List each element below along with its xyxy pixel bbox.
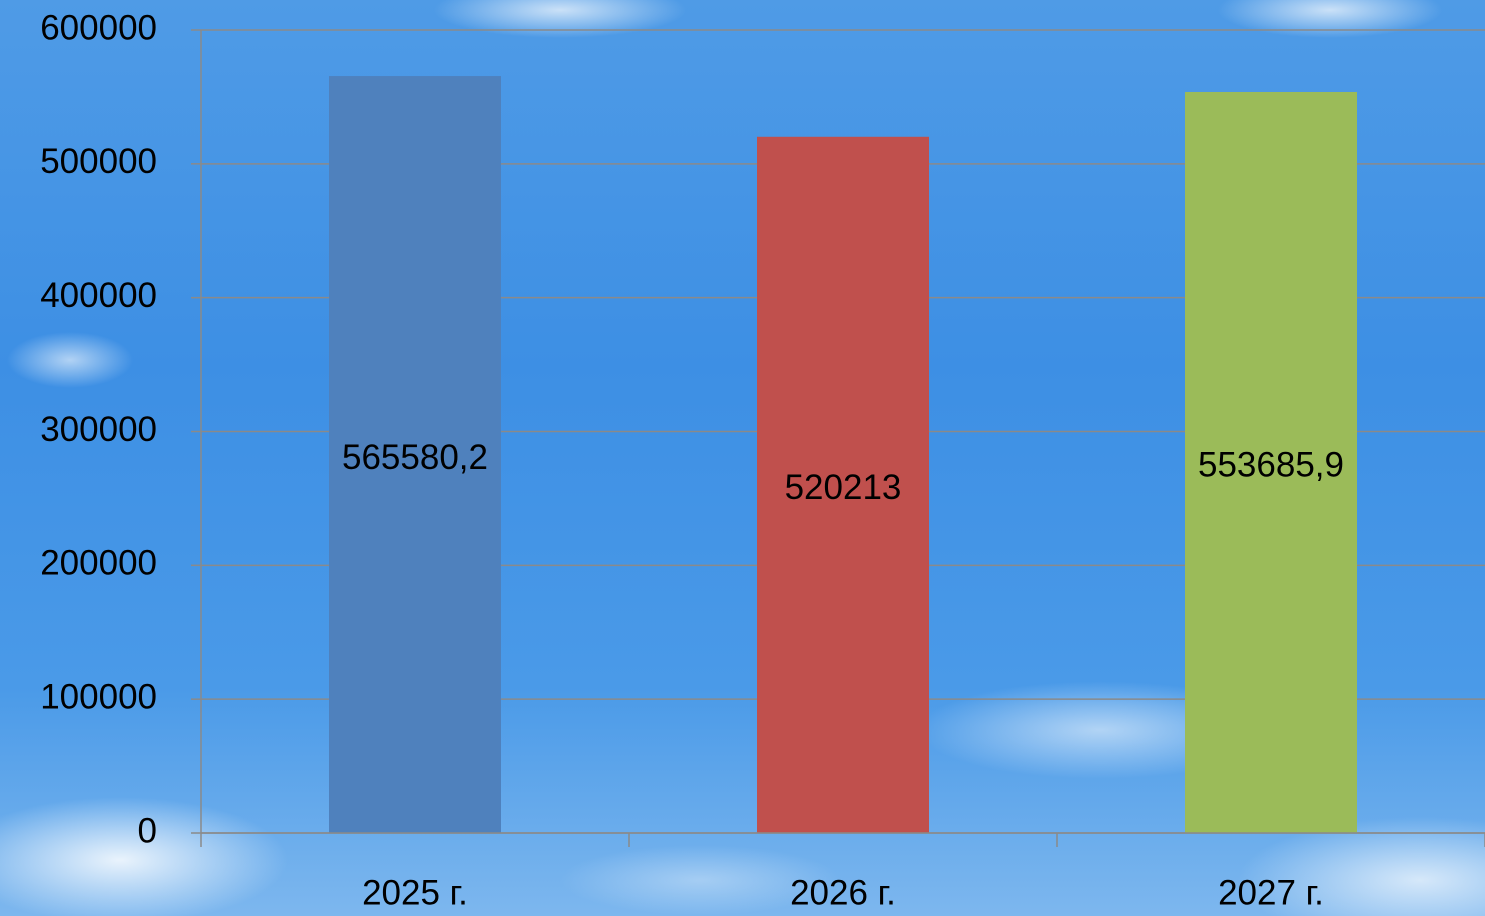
y-tick-label: 400000	[40, 276, 157, 315]
y-tick-label: 100000	[40, 677, 157, 716]
chart: 0 100000 200000 300000 400000 500000 600000 202…	[0, 0, 1485, 916]
y-tick-label: 300000	[40, 410, 157, 449]
y-tick-label: 200000	[40, 544, 157, 583]
y-tick-label: 500000	[40, 142, 157, 181]
x-tick-label: 2026 г.	[790, 873, 896, 912]
x-tick-label: 2025 г.	[362, 873, 468, 912]
value-label: 565580,2	[342, 438, 488, 477]
y-tick-label: 600000	[40, 8, 157, 47]
value-label: 553685,9	[1198, 446, 1344, 485]
x-tick-label: 2027 г.	[1218, 873, 1324, 912]
y-tick-label: 0	[138, 811, 157, 850]
slide: 0 100000 200000 300000 400000 500000 600000 202…	[0, 0, 1485, 916]
value-label: 520213	[785, 468, 902, 507]
